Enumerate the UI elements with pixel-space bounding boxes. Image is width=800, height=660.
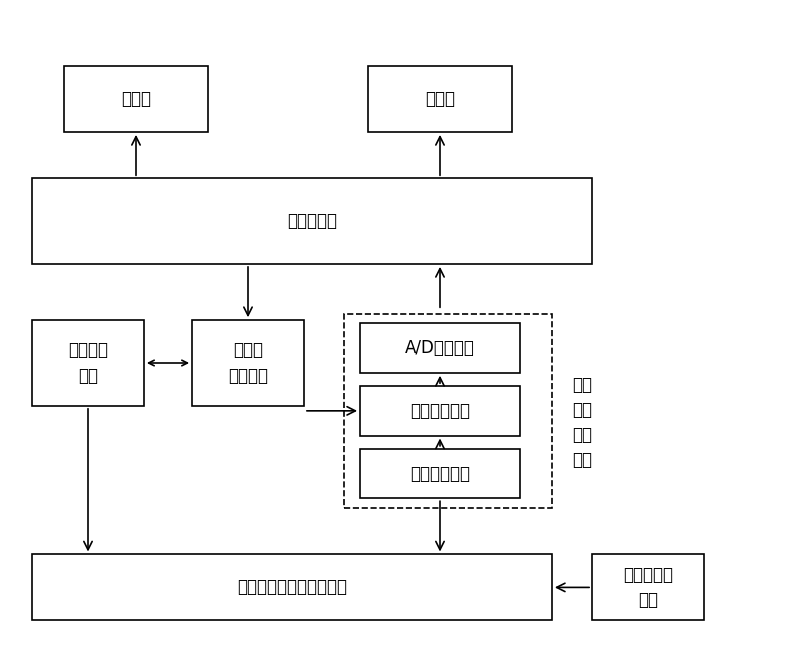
- Text: 打印机: 打印机: [425, 90, 455, 108]
- Text: 数据
采集
处理
单元: 数据 采集 处理 单元: [572, 376, 592, 469]
- Bar: [360, 323, 520, 373]
- Bar: [368, 66, 512, 132]
- Text: 电压采集电路: 电压采集电路: [410, 465, 470, 482]
- Text: A/D转换电路: A/D转换电路: [405, 339, 475, 357]
- Bar: [32, 320, 144, 406]
- Text: 计算机主机: 计算机主机: [287, 212, 337, 230]
- Text: 气动控制
装置: 气动控制 装置: [68, 341, 108, 385]
- Bar: [360, 386, 520, 436]
- Bar: [64, 66, 208, 132]
- Text: 电阻测试稳
压源: 电阻测试稳 压源: [623, 566, 673, 609]
- Bar: [344, 314, 552, 508]
- Text: 滤波放大电路: 滤波放大电路: [410, 402, 470, 420]
- Text: 单片机
控制单元: 单片机 控制单元: [228, 341, 268, 385]
- Bar: [32, 554, 552, 620]
- Bar: [192, 320, 304, 406]
- Bar: [32, 178, 592, 264]
- Bar: [592, 554, 704, 620]
- Text: 显示屏: 显示屏: [121, 90, 151, 108]
- Text: 碳滑板粘结电阻检测装置: 碳滑板粘结电阻检测装置: [237, 578, 347, 597]
- Bar: [360, 449, 520, 498]
